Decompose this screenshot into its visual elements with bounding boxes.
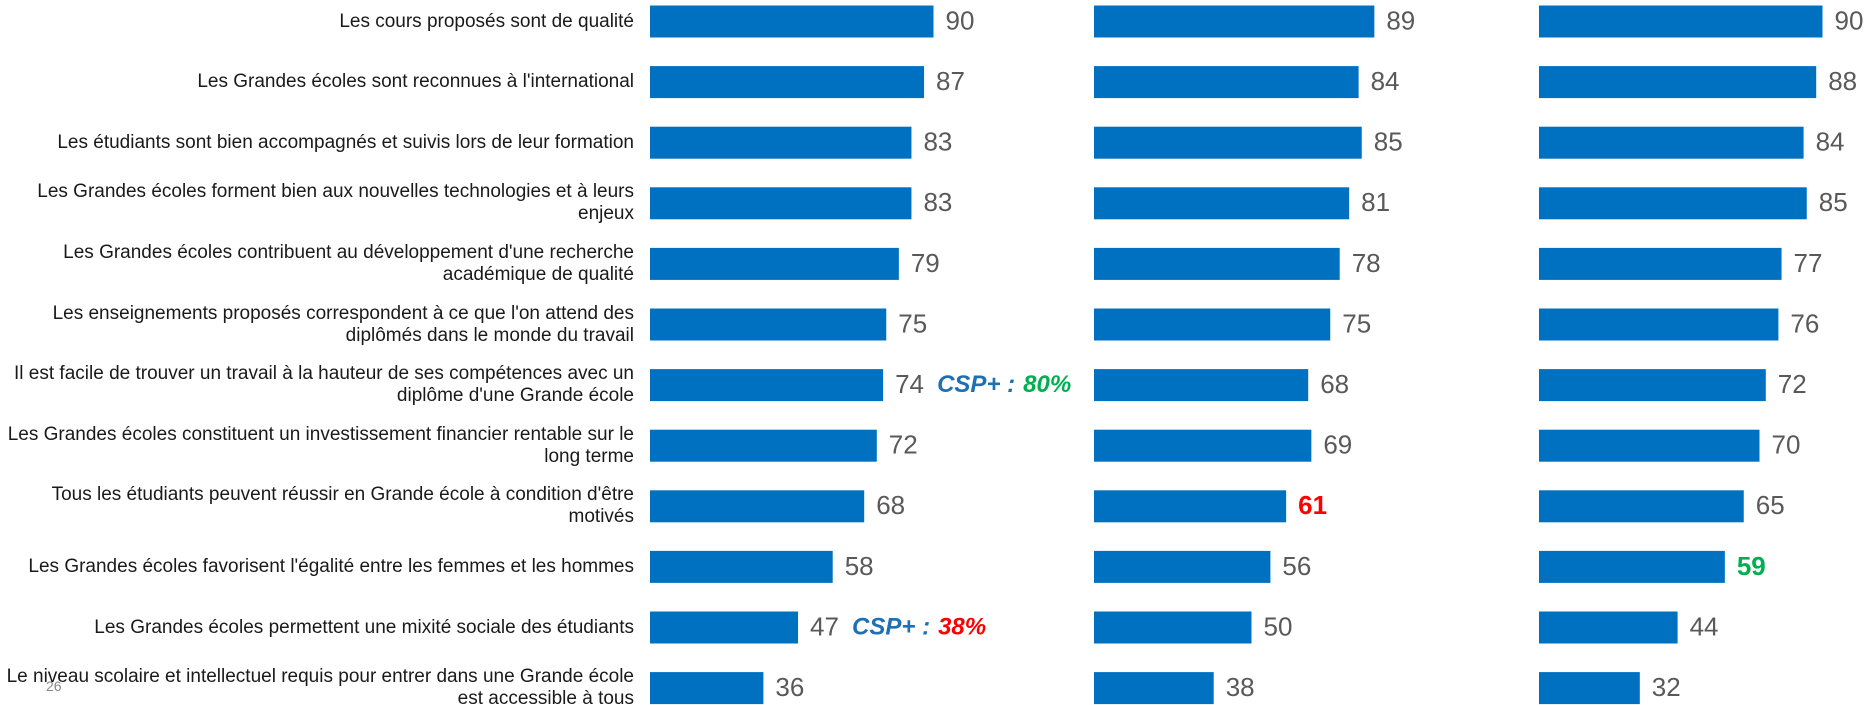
bar [1539,187,1807,220]
value-label: 84 [1371,66,1400,96]
value-label: 83 [923,127,952,157]
bar [1094,66,1359,99]
value-label: 85 [1374,127,1403,157]
bar [1094,429,1312,462]
bar [1094,247,1340,280]
value-label: 65 [1756,490,1785,520]
category-label: Les enseignements proposés correspondent… [52,302,634,346]
bar [1539,550,1725,583]
bar [650,672,764,705]
category-label: Les Grandes écoles sont reconnues à l'in… [197,71,634,93]
bar [650,550,833,583]
bar [1094,369,1309,402]
value-label: 85 [1819,187,1848,217]
value-label: 68 [876,490,905,520]
value-label: 78 [1352,248,1381,278]
value-label: 72 [889,430,918,460]
value-label: 50 [1264,611,1293,641]
category-label: Il est facile de trouver un travail à la… [14,363,634,407]
value-label: 76 [1790,308,1819,338]
bar [1539,672,1640,705]
category-label: Les cours proposés sont de qualité [339,10,634,32]
value-label: 77 [1794,248,1823,278]
bar [1539,369,1766,402]
value-label: 69 [1323,430,1352,460]
value-label: 90 [1835,5,1864,35]
bar [1539,126,1804,159]
value-label: 83 [923,187,952,217]
annotation-value: 80% [1023,371,1071,398]
bar [1094,611,1252,644]
value-label: 79 [911,248,940,278]
bar [650,5,934,38]
bar [1539,429,1760,462]
value-label: 89 [1386,5,1415,35]
bar [650,490,865,523]
bar [1539,5,1823,38]
bar [1094,490,1287,523]
category-label: Les Grandes écoles contribuent au dévelo… [63,241,634,285]
value-label: 36 [775,672,804,702]
bar [650,187,912,220]
bar [1539,611,1678,644]
annotation-label: CSP+ : [852,614,930,641]
bar [1094,672,1214,705]
value-label: 56 [1282,551,1311,581]
bar [650,308,887,341]
value-label: 38 [1226,672,1255,702]
value-label: 87 [936,66,965,96]
bar [1094,5,1375,38]
annotation-value: 38% [938,614,986,641]
value-label: 90 [946,5,975,35]
category-label: Les Grandes écoles favorisent l'égalité … [28,555,634,577]
bar [1539,308,1779,341]
annotation: CSP+ : 80% [937,371,1071,398]
bar [650,369,884,402]
value-label: 58 [845,551,874,581]
value-label: 70 [1772,430,1801,460]
category-label: Les Grandes écoles permettent une mixité… [94,616,634,638]
value-label: 44 [1690,611,1719,641]
bar [1539,66,1817,99]
annotation-label: CSP+ : [937,371,1015,398]
bar [1539,490,1744,523]
value-label: 88 [1828,66,1857,96]
value-label: 47 [810,611,839,641]
annotation: CSP+ : 38% [852,614,986,641]
category-label: Le niveau scolaire et intellectuel requi… [6,666,634,705]
value-label: 75 [1342,308,1371,338]
category-label: Les étudiants sont bien accompagnés et s… [57,131,634,153]
bar [1539,247,1782,280]
value-label: 61 [1298,490,1327,520]
bar [650,247,899,280]
bar [1094,308,1331,341]
page-number: 26 [46,678,62,694]
bar [650,126,912,159]
bar [1094,126,1362,159]
category-label: Les Grandes écoles constituent un invest… [7,423,634,467]
value-label: 68 [1320,369,1349,399]
value-label: 72 [1778,369,1807,399]
bar [650,66,925,99]
category-label: Les Grandes écoles forment bien aux nouv… [37,181,634,225]
value-label: 84 [1816,127,1845,157]
value-label: 74 [895,369,924,399]
bar [650,611,799,644]
value-label: 59 [1737,551,1766,581]
value-label: 75 [898,308,927,338]
value-label: 81 [1361,187,1390,217]
bar [650,429,877,462]
category-label: Tous les étudiants peuvent réussir en Gr… [51,484,634,528]
bar [1094,187,1350,220]
value-label: 32 [1652,672,1681,702]
bar [1094,550,1271,583]
